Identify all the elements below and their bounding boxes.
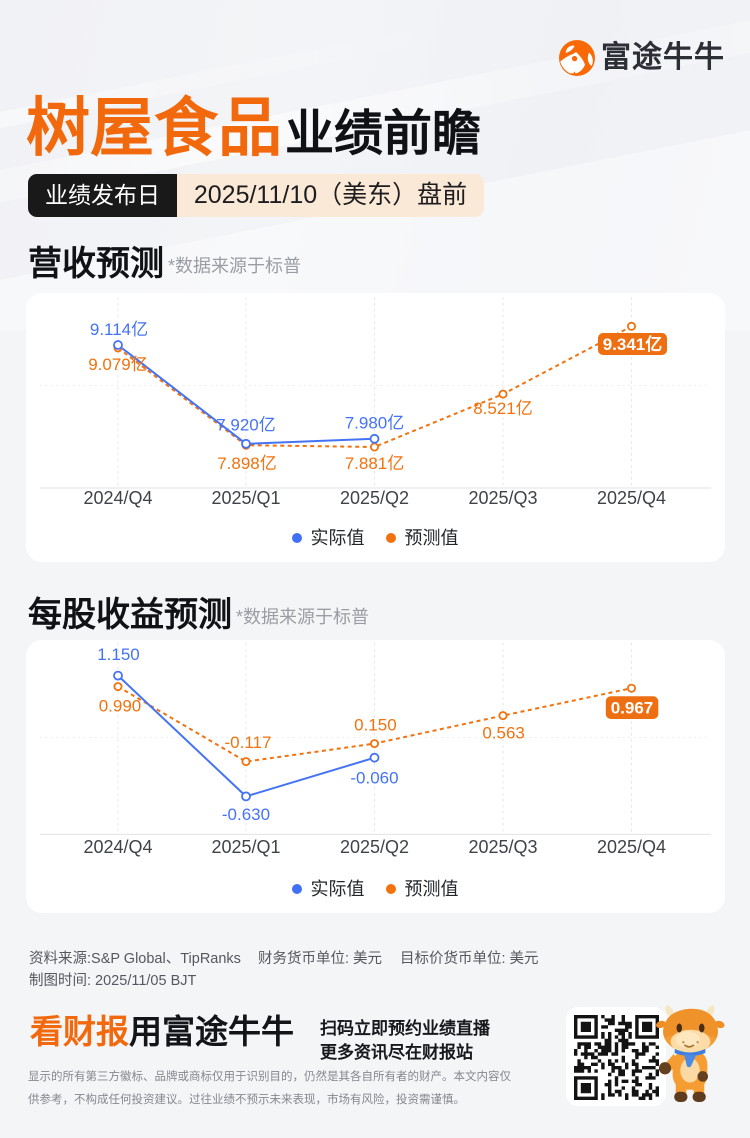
svg-text:-0.060: -0.060 [350,769,398,788]
svg-text:9.114亿: 9.114亿 [90,320,148,339]
svg-text:0.150: 0.150 [354,715,397,734]
svg-text:9.079亿: 9.079亿 [88,355,148,374]
svg-text:2025/Q4: 2025/Q4 [597,488,666,508]
svg-text:0.990: 0.990 [99,697,142,716]
svg-text:2025/Q1: 2025/Q1 [211,488,280,508]
svg-text:7.920亿: 7.920亿 [216,416,276,435]
svg-text:-0.630: -0.630 [222,805,270,824]
svg-text:2024/Q4: 2024/Q4 [83,488,152,508]
svg-text:1.150: 1.150 [97,645,140,664]
svg-text:2025/Q4: 2025/Q4 [597,837,666,857]
svg-text:9.341亿: 9.341亿 [603,334,663,354]
svg-text:-0.117: -0.117 [225,733,272,752]
svg-text:7.898亿: 7.898亿 [217,454,277,473]
svg-text:2025/Q3: 2025/Q3 [468,488,537,508]
svg-text:2025/Q3: 2025/Q3 [468,837,537,857]
svg-text:2024/Q4: 2024/Q4 [83,837,152,857]
svg-text:7.980亿: 7.980亿 [345,414,405,433]
svg-text:0.967: 0.967 [611,699,654,718]
svg-text:7.881亿: 7.881亿 [345,454,405,473]
svg-text:2025/Q2: 2025/Q2 [340,488,409,508]
svg-text:8.521亿: 8.521亿 [473,399,533,418]
svg-text:2025/Q1: 2025/Q1 [211,837,280,857]
svg-text:0.563: 0.563 [482,723,525,742]
svg-text:2025/Q2: 2025/Q2 [340,837,409,857]
